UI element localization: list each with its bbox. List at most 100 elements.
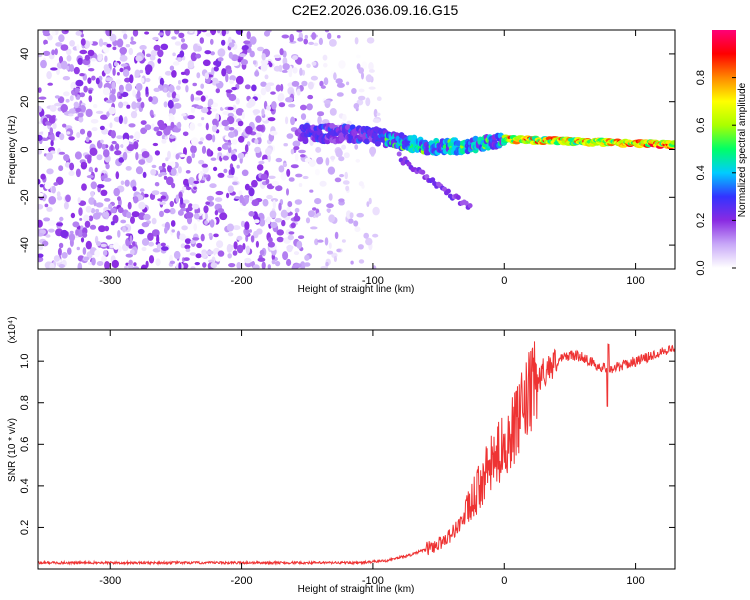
noise-cell — [126, 144, 135, 152]
noise-cell — [105, 235, 113, 240]
noise-cell — [372, 206, 380, 216]
noise-cell — [245, 153, 249, 158]
noise-cell — [232, 104, 237, 113]
noise-cell — [157, 58, 162, 64]
noise-cell — [328, 214, 336, 223]
noise-cell — [248, 187, 255, 197]
noise-cell — [200, 95, 206, 102]
noise-cell — [58, 56, 64, 64]
noise-cell — [256, 164, 264, 171]
noise-cell — [170, 167, 177, 176]
noise-cell — [178, 262, 182, 269]
noise-cell — [67, 113, 74, 117]
noise-cell — [205, 32, 212, 37]
noise-cell — [228, 127, 235, 131]
noise-cell — [160, 191, 168, 195]
noise-cell — [201, 145, 207, 154]
noise-cell — [221, 119, 230, 127]
noise-cell — [299, 67, 303, 76]
noise-cell — [208, 98, 214, 106]
noise-cell — [110, 144, 114, 151]
noise-cell — [181, 186, 187, 191]
noise-cell — [266, 194, 273, 200]
noise-cell — [234, 196, 241, 200]
noise-cell — [262, 198, 269, 207]
noise-cell — [110, 207, 117, 214]
noise-cell — [118, 115, 123, 124]
noise-cell — [199, 137, 205, 142]
signal-cell — [374, 140, 381, 147]
noise-cell — [74, 87, 81, 93]
noise-cell — [112, 214, 119, 224]
noise-cell — [217, 208, 225, 213]
noise-cell — [54, 95, 61, 99]
noise-cell — [204, 72, 209, 80]
noise-cell — [186, 155, 192, 164]
noise-cell — [147, 232, 154, 241]
noise-cell — [43, 217, 51, 222]
noise-cell — [189, 252, 197, 256]
noise-cell — [291, 184, 295, 189]
noise-cell — [60, 60, 68, 70]
noise-cell — [229, 75, 237, 82]
noise-cell — [111, 140, 117, 145]
y-tick-label: 0.8 — [19, 395, 31, 410]
noise-cell — [114, 150, 122, 156]
noise-cell — [232, 181, 238, 186]
noise-cell — [210, 51, 216, 56]
noise-cell — [357, 244, 364, 250]
noise-cell — [90, 181, 98, 190]
noise-cell — [287, 201, 293, 208]
noise-cell — [149, 54, 156, 61]
noise-cell — [112, 67, 116, 76]
noise-cell — [164, 136, 168, 140]
noise-cell — [320, 265, 328, 269]
noise-cell — [199, 180, 205, 184]
noise-cell — [246, 31, 251, 40]
noise-cell — [117, 196, 121, 202]
noise-cell — [294, 153, 299, 162]
noise-cell — [91, 37, 96, 41]
noise-cell — [343, 152, 350, 159]
noise-cell — [116, 135, 123, 140]
noise-cell — [244, 144, 249, 153]
noise-cell — [334, 177, 342, 183]
noise-cell — [48, 228, 55, 233]
noise-cell — [125, 44, 131, 48]
noise-cell — [71, 198, 75, 203]
noise-cell — [79, 217, 83, 221]
noise-cell — [212, 134, 216, 143]
noise-cell — [140, 120, 147, 125]
noise-cell — [135, 152, 139, 161]
noise-cell — [128, 123, 136, 128]
noise-cell — [290, 116, 296, 126]
noise-cell — [225, 73, 229, 83]
noise-cell — [193, 212, 200, 220]
noise-cell — [109, 122, 113, 129]
noise-cell — [268, 62, 273, 68]
noise-cell — [179, 233, 186, 241]
noise-cell — [172, 52, 176, 57]
noise-cell — [203, 205, 209, 214]
noise-cell — [45, 234, 51, 238]
x-tick-label: -200 — [231, 275, 253, 287]
noise-cell — [241, 169, 249, 177]
noise-cell — [268, 237, 273, 243]
x-tick-label: 0 — [501, 275, 507, 287]
noise-cell — [171, 141, 177, 151]
noise-cell — [58, 165, 64, 172]
noise-cell — [168, 115, 175, 122]
noise-cell — [44, 181, 52, 190]
noise-cell — [353, 220, 359, 227]
colorbar-scale — [712, 30, 736, 268]
noise-cell — [283, 143, 289, 147]
noise-cell — [358, 259, 365, 264]
noise-cell — [180, 197, 184, 205]
noise-cell — [258, 160, 265, 165]
noise-cell — [275, 260, 281, 267]
noise-cell — [164, 70, 172, 76]
noise-cell — [304, 254, 310, 261]
noise-cell — [132, 266, 140, 269]
noise-cell — [113, 187, 120, 197]
noise-cell — [296, 88, 301, 96]
